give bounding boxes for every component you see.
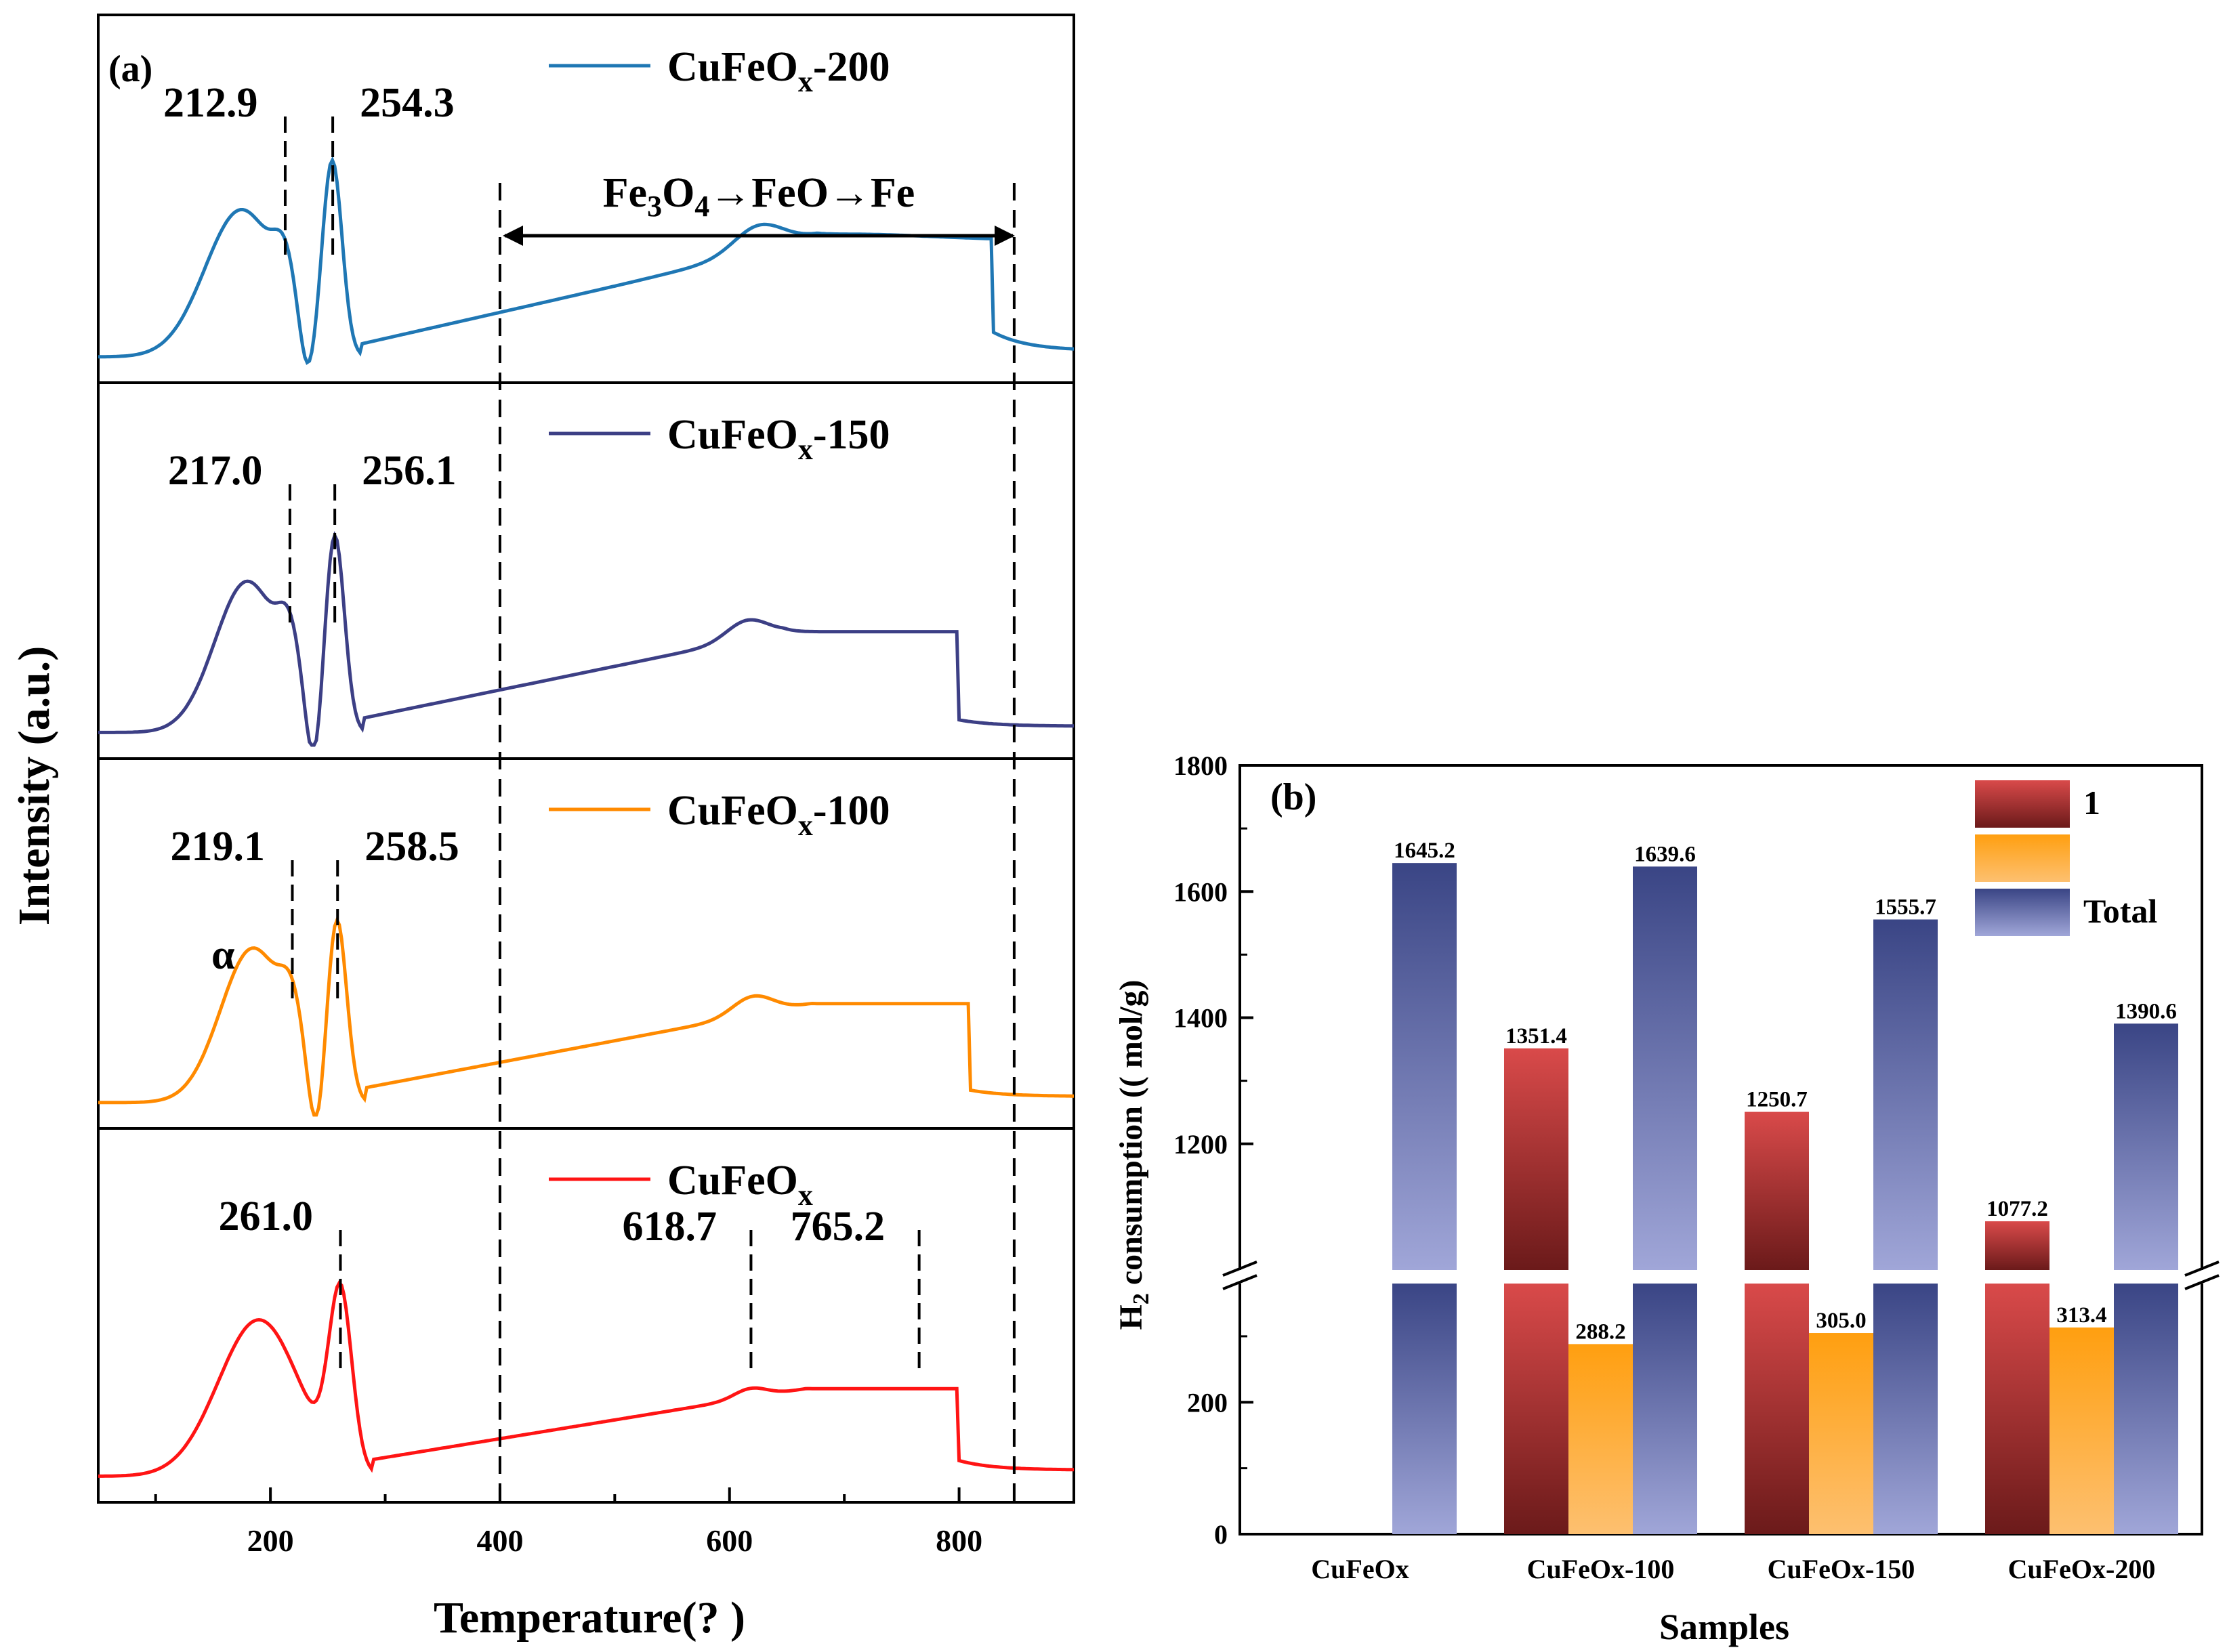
bar-CuFeOx-200-1-upper (1985, 1221, 2049, 1270)
panel-b-bars: CuFeOx 1645.2 CuFeOx-100 1351.4 288.2 1639.6 C… (1311, 839, 2178, 1584)
subplot-frame-1 (97, 381, 1075, 760)
peak-label-258.5: 258.5 (365, 824, 459, 870)
bar-CuFeOx-Total-upper (1392, 863, 1457, 1270)
bar-CuFeOx-200-series1 (2049, 1327, 2114, 1534)
bar-CuFeOx-100-Total-lower (1633, 1284, 1697, 1534)
legend-swatch-1 (1975, 834, 2070, 882)
legend-label-2: Total (2083, 892, 2157, 930)
bar-CuFeOx-200-Total-lower (2114, 1284, 2178, 1534)
y-tick-label-0: 0 (1214, 1519, 1228, 1550)
peak-label-217.0: 217.0 (168, 448, 263, 494)
panel-a-y-axis-label: Intensity (a.u.) (9, 646, 59, 926)
panel-b-y-axis-label: H2 consumption (( mol/g) (1113, 979, 1154, 1330)
trace-CuFeOx (98, 1280, 1074, 1478)
value-label-CuFeOx-150-0: 1250.7 (1746, 1088, 1808, 1112)
value-label-CuFeOx-150-2: 1555.7 (1875, 895, 1936, 920)
panel-b-legend: 1 Total (1975, 780, 2157, 936)
value-label-CuFeOx-100-2: 1639.6 (1634, 842, 1696, 866)
legend-label-CuFeOx: CuFeOx (667, 1158, 813, 1212)
peak-label-254.3: 254.3 (360, 80, 455, 126)
subplot-frame-0 (97, 14, 1075, 384)
panel-a-legends: CuFeOx-200 CuFeOx-150 CuFeOx-100 CuFeOx (549, 44, 890, 1212)
panel-a-label: (a) (108, 48, 152, 90)
reduction-annotation: Fe3O4→FeO→Fe (503, 170, 1015, 246)
x-tick-label-600: 600 (706, 1523, 753, 1558)
value-label-CuFeOx-200-0: 1077.2 (1986, 1197, 2048, 1221)
peak-label-256.1: 256.1 (362, 448, 457, 494)
panel-a-traces (98, 156, 1075, 1478)
trace-CuFeOx-100 (98, 916, 1074, 1117)
x-tick-label-200: 200 (247, 1523, 294, 1558)
y-tick-label-1400: 1400 (1173, 1003, 1228, 1034)
bar-CuFeOx-100-Total-upper (1633, 866, 1697, 1270)
bar-CuFeOx-Total-lower (1392, 1284, 1457, 1534)
reduction-text: Fe3O4→FeO→Fe (603, 170, 915, 223)
bar-CuFeOx-200-1-lower (1985, 1284, 2049, 1534)
break-mark-lower-0 (1222, 1274, 1257, 1290)
panel-a-x-ticks: 200 400 600 800 (154, 1487, 982, 1558)
peak-label-219.1: 219.1 (170, 824, 264, 870)
category-label-CuFeOx-100: CuFeOx-100 (1527, 1554, 1675, 1584)
category-label-CuFeOx-200: CuFeOx-200 (2008, 1554, 2156, 1584)
x-tick-label-800: 800 (936, 1523, 982, 1558)
panel-a-guides (498, 183, 1016, 1502)
legend-label-0: 1 (2083, 784, 2100, 822)
break-mark-lower-1 (2184, 1274, 2220, 1290)
peak-label-765.2: 765.2 (791, 1204, 886, 1250)
value-label-CuFeOx-100-0: 1351.4 (1505, 1024, 1567, 1049)
y-tick-label-200: 200 (1187, 1387, 1228, 1418)
legend-label-CuFeOx-100: CuFeOx-100 (667, 788, 890, 842)
bar-CuFeOx-200-Total-upper (2114, 1023, 2178, 1270)
subplot-frame-3 (97, 1127, 1075, 1504)
panel-b-axes: 1200 1400 1600 1800 0 200 (1173, 750, 2220, 1550)
value-label-CuFeOx-200-1: 313.4 (2056, 1303, 2106, 1328)
y-tick-label-1200: 1200 (1173, 1129, 1228, 1160)
bar-CuFeOx-150-1-upper (1745, 1111, 1809, 1270)
bar-CuFeOx-100-1-lower (1504, 1284, 1568, 1534)
category-label-CuFeOx-150: CuFeOx-150 (1768, 1554, 1915, 1584)
y-tick-label-1800: 1800 (1173, 750, 1228, 781)
panel-a-peak-markers: 212.9 254.3 217.0 256.1 219.1 258.5 261.0 618.7… (163, 80, 921, 1372)
panel-b-x-axis-label: Samples (1659, 1607, 1789, 1647)
subplot-frame-2 (97, 757, 1075, 1130)
trace-CuFeOx-150 (98, 531, 1075, 747)
peak-label-261.0: 261.0 (218, 1193, 313, 1240)
break-mark-upper-0 (1222, 1261, 1257, 1277)
bar-CuFeOx-150-Total-lower (1873, 1284, 1938, 1534)
bar-CuFeOx-100-series1 (1568, 1344, 1633, 1534)
bar-CuFeOx-150-1-lower (1745, 1284, 1809, 1534)
value-label-CuFeOx-100-1: 288.2 (1575, 1319, 1625, 1344)
peak-label-212.9: 212.9 (163, 80, 258, 126)
trace-CuFeOx-200 (98, 156, 1075, 365)
legend-swatch-2 (1975, 889, 2070, 936)
legend-label-CuFeOx-200: CuFeOx-200 (667, 44, 890, 98)
bar-CuFeOx-100-1-upper (1504, 1048, 1568, 1270)
x-tick-label-400: 400 (476, 1523, 523, 1558)
panel-b-label: (b) (1270, 776, 1316, 818)
lower-frame (1239, 1284, 2203, 1535)
alpha-label: α (211, 932, 235, 978)
legend-label-CuFeOx-150: CuFeOx-150 (667, 412, 890, 466)
bar-CuFeOx-150-series1 (1809, 1333, 1873, 1534)
value-label-CuFeOx-150-1: 305.0 (1816, 1309, 1866, 1333)
category-label-CuFeOx: CuFeOx (1311, 1554, 1409, 1584)
panel-b: (b) Samples H2 consumption (( mol/g) 120… (1113, 750, 2220, 1647)
bar-CuFeOx-150-Total-upper (1873, 919, 1938, 1270)
value-label-CuFeOx-200-2: 1390.6 (2115, 999, 2177, 1023)
legend-swatch-0 (1975, 780, 2070, 828)
value-label-CuFeOx-2: 1645.2 (1394, 839, 1455, 863)
panel-a-frames (97, 14, 1075, 1504)
panel-a-x-axis-label: Temperature(? ) (434, 1593, 745, 1643)
panel-a: Intensity (a.u.) Temperature(? ) (a) 200… (9, 14, 1075, 1643)
break-mark-upper-1 (2184, 1261, 2220, 1277)
y-tick-label-1600: 1600 (1173, 876, 1228, 907)
peak-label-618.7: 618.7 (622, 1204, 717, 1250)
